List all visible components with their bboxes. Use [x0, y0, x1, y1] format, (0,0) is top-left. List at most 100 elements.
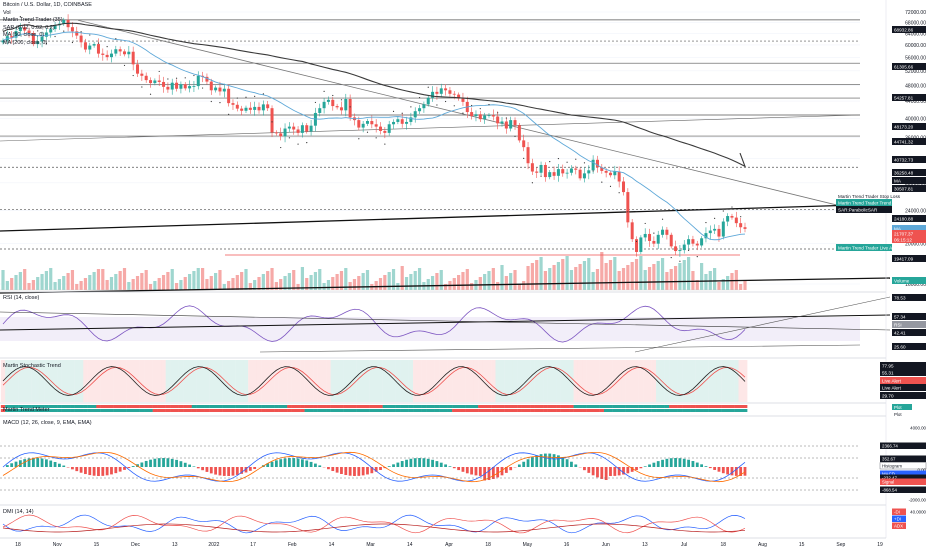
price-badge — [892, 169, 926, 176]
macd-label[interactable]: MACD (12, 26, close, 9, EMA, EMA) — [3, 420, 92, 426]
trend-meter-bar — [582, 409, 587, 412]
sar-dot — [202, 87, 204, 89]
volume-bar — [174, 283, 179, 290]
trend-meter-bar — [265, 405, 271, 408]
stoch-bg — [603, 360, 609, 402]
trend-meter-bar — [352, 409, 357, 412]
stoch-bg — [612, 360, 618, 402]
volume-bar — [161, 275, 166, 290]
rsi-badge — [892, 313, 926, 320]
macd-hist-bar — [700, 464, 704, 467]
sar-dot — [141, 86, 143, 88]
candle-body — [166, 86, 170, 90]
macd-hist-bar — [522, 461, 526, 467]
sar-dot — [106, 45, 108, 48]
trend-meter-bar — [512, 405, 518, 408]
volume-bar — [105, 280, 109, 290]
legend-ma50[interactable]: MA (50, close, 0) — [3, 32, 45, 38]
stoch-bg — [174, 360, 179, 402]
rsi-badge — [892, 294, 926, 301]
stoch-bg — [439, 360, 444, 402]
trend-meter-bar — [209, 409, 214, 412]
trend-meter-bar — [690, 405, 696, 408]
rsi-label[interactable]: RSI (14, close) — [3, 295, 40, 301]
price-tick: 40000.00 — [905, 116, 926, 122]
drawing-lines — [0, 19, 891, 294]
candle-body — [248, 107, 252, 110]
candle-body — [114, 49, 118, 54]
candle-body — [630, 222, 634, 240]
time-tick: 14 — [329, 542, 335, 548]
trend-meter-bar — [74, 409, 80, 412]
macd-hist-bar — [110, 467, 113, 475]
volume-bar — [140, 273, 144, 290]
volume-bar — [344, 268, 348, 290]
price-tick: 16000.00 — [905, 282, 926, 288]
trend-meter-bar — [534, 409, 540, 412]
candle-body — [500, 121, 504, 124]
volume-bar — [430, 276, 435, 290]
trend-meter-bar — [716, 409, 722, 412]
stoch-badge — [880, 384, 926, 391]
time-tick: Sep — [836, 542, 845, 548]
stoch-bg — [404, 360, 409, 402]
stoch-bg — [96, 360, 101, 402]
stoch-bg — [265, 360, 271, 402]
time-tick: May — [523, 542, 533, 548]
stoch-bg — [83, 360, 88, 402]
trend-meter-bar — [44, 409, 49, 412]
price-badge-text: 40732.73 — [894, 158, 914, 163]
candle-body — [240, 108, 244, 111]
stoch-bg — [703, 360, 709, 402]
macd-hist-bar — [639, 467, 643, 469]
stoch-bg — [599, 360, 605, 402]
stoch-bg — [556, 360, 561, 402]
dmi-badge — [892, 508, 906, 515]
legend-sar[interactable]: SAR (0.02, 0.02, 0.2) — [3, 24, 55, 31]
trend-meter-bar — [343, 409, 349, 412]
macd-hist-bar — [40, 458, 44, 467]
trend-meter-bar — [573, 409, 579, 412]
dmi-label[interactable]: DMI (14, 14) — [3, 509, 34, 515]
price-badge — [892, 123, 926, 130]
trend-meter-bar — [387, 405, 392, 408]
trend-meter-bar — [204, 409, 210, 412]
legend-vol[interactable]: Vol — [3, 9, 11, 16]
volume-bar — [257, 277, 261, 290]
legend-martin[interactable]: Martin Trend Trader (35) — [3, 17, 63, 23]
macd-hist-bar — [274, 460, 278, 467]
candle-body — [431, 91, 435, 98]
trend-meter-label[interactable]: Martin Trend Meter — [3, 407, 50, 413]
macd-hist-bar — [27, 458, 31, 467]
trend-meter-bar — [13, 405, 19, 408]
stoch-label[interactable]: Martin Stochastic Trend — [3, 363, 61, 369]
macd-hist-bar — [374, 467, 378, 472]
legend-ma200[interactable]: MA (200, close, 0) — [3, 39, 48, 46]
time-axis: 18 Nov 15 Dec 13 2022 17 Feb 14 Mar 14 Apr 18 May 16 Ju… — [0, 537, 886, 548]
sar-dot — [297, 143, 299, 145]
macd-hist-bar — [75, 467, 79, 472]
stoch-bg — [630, 360, 635, 402]
trend-meter-bar — [408, 409, 414, 412]
sar-dot — [687, 249, 690, 251]
trend-meter-bar — [551, 405, 557, 408]
trend-meter-bar — [52, 405, 58, 408]
trend-meter-bar — [426, 409, 431, 412]
volume-bar — [435, 273, 439, 290]
sar-dot — [540, 175, 542, 177]
sar-dot — [384, 143, 386, 145]
trend-meter-bar — [131, 405, 136, 408]
sar-dot — [167, 78, 169, 80]
candles — [1, 14, 747, 257]
trend-meter-bar — [404, 409, 409, 412]
candle-body — [435, 91, 439, 94]
trend-meter-bar — [230, 405, 236, 408]
macd-hist-bar — [743, 467, 747, 476]
stoch-bg — [443, 360, 448, 402]
price-badge-text: Volume — [894, 279, 910, 284]
trend-meter-bar — [712, 405, 717, 408]
candle-body — [274, 132, 278, 134]
trend-meter-bar — [91, 405, 97, 408]
time-tick: Apr — [445, 542, 453, 548]
